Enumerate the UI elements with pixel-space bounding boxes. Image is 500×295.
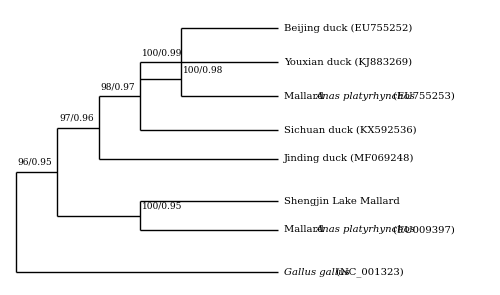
Text: 100/0.95: 100/0.95 (142, 201, 182, 210)
Text: Beijing duck (EU755252): Beijing duck (EU755252) (284, 24, 412, 33)
Text: 98/0.97: 98/0.97 (100, 82, 135, 91)
Text: 100/0.99: 100/0.99 (142, 48, 182, 57)
Text: Mallard: Mallard (284, 92, 327, 101)
Text: (EU009397): (EU009397) (390, 225, 454, 234)
Text: Sichuan duck (KX592536): Sichuan duck (KX592536) (284, 126, 416, 135)
Text: 96/0.95: 96/0.95 (17, 158, 51, 166)
Text: 97/0.96: 97/0.96 (59, 114, 94, 122)
Text: Gallus gallus: Gallus gallus (284, 268, 350, 277)
Text: Anas platyrhynchos: Anas platyrhynchos (316, 225, 416, 234)
Text: Shengjin Lake Mallard: Shengjin Lake Mallard (284, 197, 400, 206)
Text: Jinding duck (MF069248): Jinding duck (MF069248) (284, 154, 414, 163)
Text: 100/0.98: 100/0.98 (182, 65, 223, 74)
Text: Youxian duck (KJ883269): Youxian duck (KJ883269) (284, 58, 412, 67)
Text: Mallard: Mallard (284, 225, 327, 234)
Text: (EU755253): (EU755253) (390, 92, 454, 101)
Text: Anas platyrhynchos: Anas platyrhynchos (316, 92, 416, 101)
Text: (NC_001323): (NC_001323) (332, 267, 404, 277)
